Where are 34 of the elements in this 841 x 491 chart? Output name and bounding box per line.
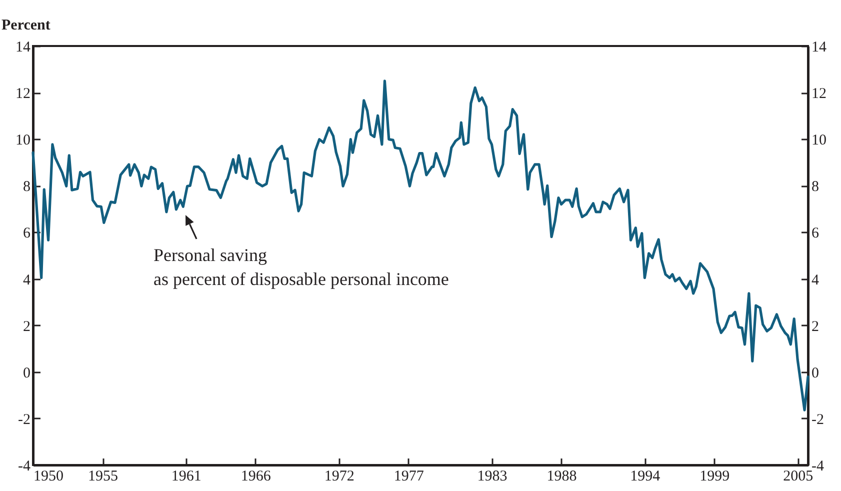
y2-tick-label: 10 <box>812 132 826 149</box>
line-series <box>32 80 810 412</box>
y-tick-label: 6 <box>23 226 31 242</box>
y-tick-label: 0 <box>23 365 30 382</box>
y2-tick-label: 12 <box>812 86 826 102</box>
y-tick-label: 2 <box>23 318 30 335</box>
y2-tick-label: 6 <box>812 226 820 242</box>
x-tick-label: 1961 <box>171 468 202 484</box>
y2-tick-label: -4 <box>812 458 824 474</box>
x-tick-label: 1977 <box>394 468 424 484</box>
x-tick-label: 1966 <box>240 468 272 484</box>
y2-tick-label: -2 <box>812 412 824 428</box>
x-tick-label: 1972 <box>324 468 354 484</box>
y2-tick-label: 14 <box>812 40 827 56</box>
x-tick-label: 1994 <box>630 468 661 484</box>
x-tick-label: 1950 <box>34 468 64 484</box>
x-tick-label: 1999 <box>700 468 730 484</box>
y2-tick-label: 8 <box>812 179 819 196</box>
y2-tick-label: 2 <box>812 318 819 335</box>
x-tick-label: 1983 <box>477 468 508 484</box>
y-tick-label: -2 <box>18 412 30 428</box>
y-axis-title: Percent <box>2 18 50 34</box>
y-tick-label: 8 <box>23 179 30 196</box>
x-tick-label: 1955 <box>88 468 118 484</box>
x-tick-label: 2005 <box>783 468 814 484</box>
y2-tick-label: 0 <box>812 365 819 382</box>
y-tick-label: -4 <box>18 458 31 474</box>
y2-tick-label: 4 <box>812 272 820 288</box>
y-tick-label: 10 <box>16 132 30 149</box>
y-tick-label: 4 <box>23 272 31 288</box>
annotation: Personal saving as percent of disposable personal income <box>154 244 449 289</box>
y-tick-label: 14 <box>16 40 31 56</box>
y-tick-label: 12 <box>16 86 30 102</box>
x-tick-label: 1988 <box>546 468 577 484</box>
